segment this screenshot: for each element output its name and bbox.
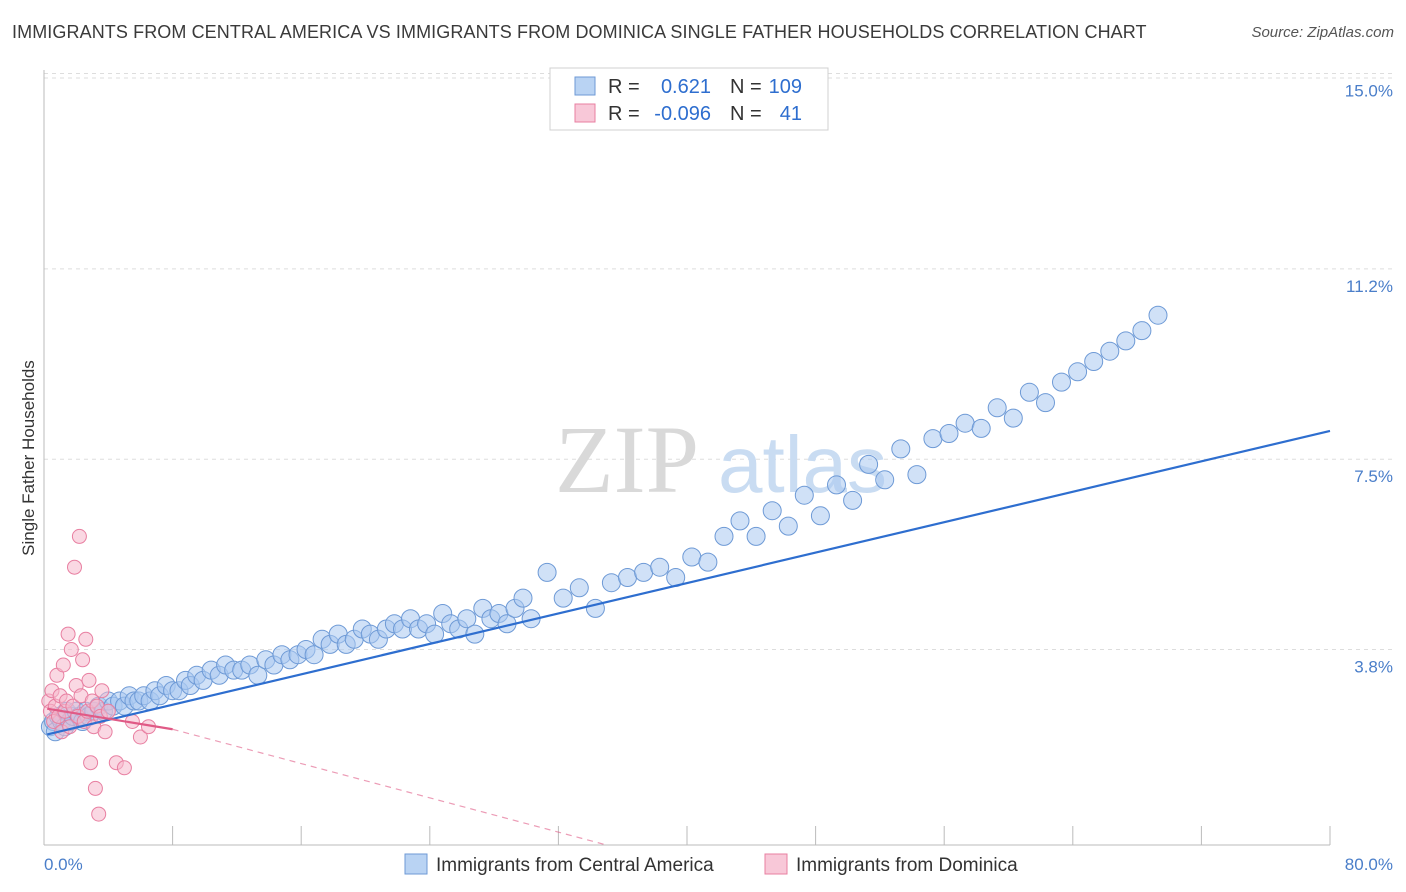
point-central-america-80 <box>601 573 621 593</box>
point-central-america-104 <box>987 398 1007 418</box>
point-dominica-31 <box>91 806 107 822</box>
stats-legend: R = 0.621 N = 109 R = -0.096 N = 41 <box>549 67 829 131</box>
trendline-central-america <box>46 429 1331 736</box>
legend-n-value-1: 41 <box>780 103 802 125</box>
series-dominica-points <box>41 528 156 822</box>
series-legend: Immigrants from Central America Immigran… <box>404 853 1018 876</box>
chart-title: IMMIGRANTS FROM CENTRAL AMERICA VS IMMIG… <box>12 22 1147 42</box>
point-dominica-16 <box>67 559 82 575</box>
point-central-america-91 <box>778 516 798 536</box>
point-dominica-29 <box>87 780 103 796</box>
y-tick-label-3: 3.8% <box>1354 658 1393 677</box>
point-central-america-85 <box>682 547 702 567</box>
point-central-america-99 <box>907 465 927 485</box>
point-dominica-39 <box>132 729 148 745</box>
point-central-america-74 <box>513 588 533 608</box>
point-central-america-86 <box>698 552 718 572</box>
point-central-america-92 <box>794 485 814 505</box>
point-central-america-102 <box>955 413 975 433</box>
legend-swatch-central-america <box>574 76 596 96</box>
point-dominica-26 <box>83 755 99 771</box>
trendline-dominica <box>47 707 173 731</box>
point-dominica-19 <box>71 528 87 544</box>
point-central-america-76 <box>537 562 557 582</box>
point-central-america-78 <box>569 578 589 598</box>
series-legend-swatch-dominica <box>764 853 788 875</box>
point-central-america-81 <box>618 568 637 587</box>
y-axis-label: Single Father Households <box>19 360 38 556</box>
point-central-america-106 <box>1019 382 1039 402</box>
x-tick-label-max: 80.0% <box>1345 855 1393 874</box>
point-central-america-105 <box>1003 408 1023 428</box>
point-central-america-112 <box>1116 331 1136 351</box>
legend-n-label-0: N = <box>730 76 762 98</box>
series-legend-label-central-america: Immigrants from Central America <box>436 855 714 876</box>
point-central-america-48 <box>304 645 324 665</box>
point-central-america-113 <box>1132 321 1152 341</box>
legend-r-label-0: R = <box>608 76 640 98</box>
point-central-america-98 <box>891 439 911 459</box>
point-dominica-33 <box>94 683 110 699</box>
point-dominica-14 <box>63 642 79 657</box>
legend-n-label-1: N = <box>730 103 762 125</box>
point-central-america-109 <box>1068 362 1088 382</box>
point-dominica-34 <box>97 724 113 740</box>
series-legend-swatch-central-america <box>404 853 428 875</box>
point-central-america-82 <box>634 562 654 582</box>
x-tick-label-min: 0.0% <box>44 855 83 874</box>
legend-r-value-1: -0.096 <box>654 103 711 125</box>
point-central-america-96 <box>859 454 879 474</box>
point-central-america-111 <box>1100 341 1120 361</box>
point-dominica-21 <box>75 652 91 668</box>
point-central-america-97 <box>875 470 895 490</box>
point-central-america-67 <box>457 609 477 629</box>
watermark-zip: ZIP <box>555 406 699 513</box>
y-tick-labels: 15.0% 11.2% 7.5% 3.8% <box>1345 81 1393 676</box>
gridlines <box>44 72 1393 651</box>
y-tick-label-1: 11.2% <box>1346 277 1393 296</box>
legend-r-label-1: R = <box>608 103 640 125</box>
point-central-america-90 <box>762 501 782 521</box>
point-central-america-93 <box>810 506 830 526</box>
point-dominica-35 <box>100 703 116 719</box>
stats-legend-box <box>549 67 829 131</box>
y-tick-label-0: 15.0% <box>1345 81 1393 100</box>
point-central-america-100 <box>923 429 943 449</box>
trendlines <box>46 429 1331 846</box>
chart-source: Source: ZipAtlas.com <box>1251 24 1394 41</box>
point-central-america-101 <box>939 424 959 443</box>
point-dominica-37 <box>116 760 132 776</box>
point-central-america-94 <box>827 475 846 495</box>
point-central-america-88 <box>730 511 750 531</box>
point-central-america-107 <box>1036 393 1055 413</box>
series-central-america-points <box>40 305 1168 742</box>
point-central-america-103 <box>971 418 991 438</box>
trendline-dominica-extension <box>172 728 607 846</box>
point-dominica-25 <box>81 672 97 688</box>
watermark: ZIP atlas <box>555 406 887 513</box>
point-central-america-83 <box>650 557 670 577</box>
point-central-america-110 <box>1084 352 1104 371</box>
legend-r-value-0: 0.621 <box>661 76 711 98</box>
series-legend-label-dominica: Immigrants from Dominica <box>796 855 1018 876</box>
legend-swatch-dominica <box>574 103 596 123</box>
x-ticks <box>43 826 1331 845</box>
point-dominica-23 <box>78 631 94 647</box>
y-tick-label-2: 7.5% <box>1354 467 1393 486</box>
point-central-america-108 <box>1052 372 1071 392</box>
point-central-america-95 <box>843 490 863 510</box>
point-central-america-87 <box>714 526 734 546</box>
legend-n-value-0: 109 <box>769 76 802 98</box>
point-central-america-77 <box>553 588 573 608</box>
point-central-america-89 <box>746 526 766 546</box>
point-dominica-9 <box>55 657 71 673</box>
point-central-america-114 <box>1148 305 1168 325</box>
point-dominica-12 <box>60 626 76 642</box>
